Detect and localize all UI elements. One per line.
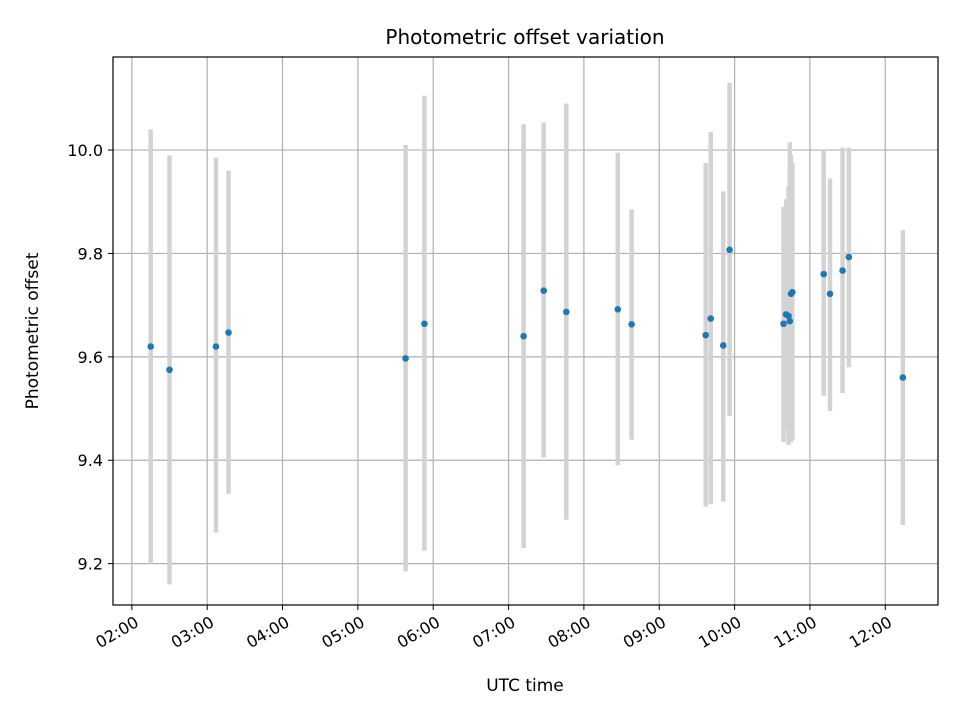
data-points — [147, 246, 907, 381]
data-point — [563, 308, 570, 316]
data-point — [212, 343, 220, 350]
chart-title: Photometric offset variation — [385, 25, 664, 49]
data-point — [628, 320, 635, 328]
data-point — [702, 331, 709, 339]
data-point — [786, 317, 794, 325]
x-axis-title: UTC time — [486, 676, 564, 696]
data-point — [147, 343, 154, 350]
data-point — [780, 320, 787, 328]
data-point — [826, 290, 834, 298]
y-tick-label: 10.0 — [67, 141, 103, 160]
y-axis-ticks: 9.2 9.4 9.6 9.8 10.0 — [67, 141, 113, 574]
data-point — [614, 305, 622, 313]
plot-frame — [112, 56, 939, 606]
data-point — [421, 320, 428, 328]
y-tick-label: 9.8 — [78, 244, 103, 263]
data-point — [785, 312, 792, 320]
data-point — [540, 287, 548, 294]
y-tick-label: 9.4 — [78, 451, 103, 470]
data-point — [726, 246, 733, 254]
data-point — [520, 332, 527, 340]
data-point — [839, 267, 846, 274]
data-point — [820, 270, 828, 278]
data-point — [166, 366, 173, 374]
data-point — [789, 288, 796, 296]
y-axis-title: Photometric offset — [23, 252, 43, 409]
data-point — [719, 342, 727, 349]
data-point — [845, 253, 853, 261]
data-point — [707, 315, 715, 322]
y-tick-label: 9.2 — [78, 555, 103, 574]
data-point — [899, 374, 907, 381]
data-point — [225, 329, 232, 336]
data-point — [402, 355, 409, 362]
y-tick-label: 9.6 — [78, 348, 103, 367]
